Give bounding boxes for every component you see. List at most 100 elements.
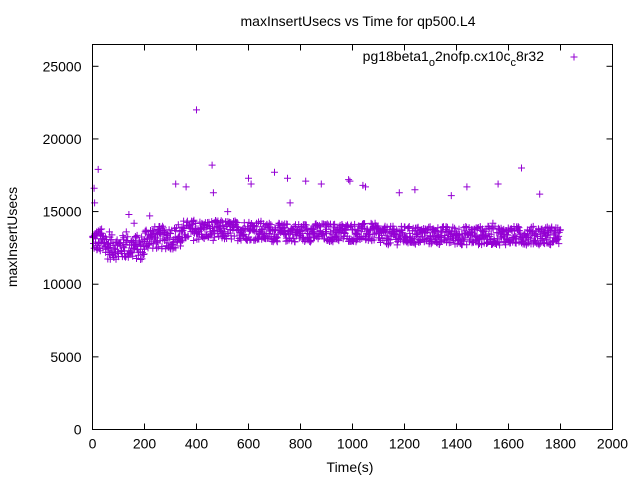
data-point bbox=[541, 229, 549, 237]
band-point bbox=[405, 224, 413, 232]
data-point bbox=[447, 192, 455, 200]
band-point bbox=[307, 237, 315, 245]
data-point bbox=[271, 168, 278, 176]
legend-part-a: pg18beta1 bbox=[363, 48, 429, 64]
y-tick-label: 0 bbox=[74, 422, 82, 438]
data-point bbox=[458, 237, 466, 245]
band-point bbox=[219, 221, 227, 229]
data-point bbox=[245, 174, 252, 182]
data-point bbox=[193, 106, 200, 114]
legend-marker-symbol bbox=[570, 53, 578, 61]
data-point bbox=[333, 228, 341, 236]
data-point bbox=[137, 256, 145, 263]
band-point bbox=[409, 234, 417, 242]
band-point bbox=[484, 223, 492, 230]
data-point bbox=[198, 225, 206, 233]
x-tick-label: 1000 bbox=[337, 436, 368, 452]
data-point bbox=[133, 242, 141, 250]
data-point bbox=[291, 228, 299, 236]
y-tick-label: 15000 bbox=[43, 204, 82, 220]
data-point bbox=[122, 228, 130, 236]
data-point bbox=[302, 177, 310, 185]
data-point bbox=[518, 164, 525, 172]
data-point bbox=[349, 237, 356, 245]
band-point bbox=[556, 226, 564, 234]
legend-part-d: c bbox=[510, 57, 516, 69]
data-point bbox=[525, 227, 533, 234]
band-point bbox=[169, 245, 177, 253]
band-point bbox=[172, 244, 180, 252]
band-point bbox=[195, 235, 203, 243]
data-point bbox=[234, 224, 242, 232]
band-point bbox=[227, 235, 235, 243]
band-point bbox=[347, 221, 355, 229]
band-point bbox=[240, 231, 248, 239]
data-point bbox=[489, 219, 497, 227]
data-point bbox=[432, 227, 440, 234]
band-point bbox=[147, 231, 155, 238]
data-point bbox=[551, 228, 559, 236]
data-point bbox=[515, 224, 523, 232]
data-point bbox=[107, 247, 115, 255]
x-tick-label: 0 bbox=[89, 436, 97, 452]
band-point bbox=[220, 231, 228, 239]
legend-label: pg18beta1o2nofp.cx10cc8r32 bbox=[363, 48, 545, 69]
band-point bbox=[272, 226, 279, 234]
band-point bbox=[449, 223, 457, 231]
data-point bbox=[208, 161, 216, 169]
band-point bbox=[405, 223, 413, 230]
data-point bbox=[154, 231, 161, 239]
band-point bbox=[386, 239, 394, 247]
data-point bbox=[554, 235, 562, 243]
band-point bbox=[120, 244, 128, 252]
data-point bbox=[98, 225, 106, 233]
data-point bbox=[148, 232, 156, 240]
data-point bbox=[312, 222, 320, 230]
data-point bbox=[338, 221, 346, 229]
band-point bbox=[217, 217, 225, 225]
data-point bbox=[219, 229, 226, 237]
legend-part-c: 2nofp.cx10c bbox=[435, 48, 511, 64]
data-point bbox=[125, 211, 133, 218]
chart-title: maxInsertUsecs vs Time for qp500.L4 bbox=[241, 13, 476, 29]
y-axis-label: maxInsertUsecs bbox=[4, 187, 20, 287]
band-point bbox=[175, 233, 183, 241]
data-point bbox=[546, 234, 554, 242]
data-point bbox=[484, 235, 492, 243]
band-point bbox=[329, 238, 337, 246]
data-point bbox=[186, 224, 194, 232]
data-point bbox=[178, 227, 186, 234]
data-point bbox=[442, 224, 450, 232]
data-point bbox=[346, 177, 354, 185]
band-point bbox=[128, 237, 136, 244]
x-tick-label: 1600 bbox=[493, 436, 524, 452]
band-point bbox=[422, 228, 430, 236]
data-point bbox=[93, 245, 101, 253]
data-point bbox=[297, 229, 304, 237]
band-point bbox=[230, 232, 238, 240]
band-point bbox=[273, 238, 281, 246]
data-point bbox=[260, 225, 268, 233]
data-point bbox=[375, 234, 382, 242]
data-point bbox=[250, 222, 258, 230]
data-point bbox=[505, 228, 512, 236]
data-point bbox=[468, 228, 476, 236]
band-point bbox=[158, 243, 166, 251]
x-tick-label: 200 bbox=[133, 436, 157, 452]
band-point bbox=[413, 224, 421, 232]
band-point bbox=[463, 241, 471, 249]
x-tick-label: 1200 bbox=[389, 436, 420, 452]
band-point bbox=[196, 224, 204, 232]
legend-part-e: 8r32 bbox=[516, 48, 544, 64]
band-point bbox=[149, 240, 157, 248]
legend: pg18beta1o2nofp.cx10cc8r32 bbox=[363, 48, 578, 69]
band-point bbox=[535, 241, 543, 249]
data-point bbox=[229, 227, 237, 234]
data-point bbox=[100, 235, 108, 243]
data-point bbox=[463, 183, 471, 191]
band-point bbox=[128, 249, 136, 257]
data-point bbox=[395, 189, 403, 197]
band-point bbox=[399, 229, 407, 237]
data-point bbox=[143, 235, 151, 243]
data-point bbox=[174, 221, 182, 229]
